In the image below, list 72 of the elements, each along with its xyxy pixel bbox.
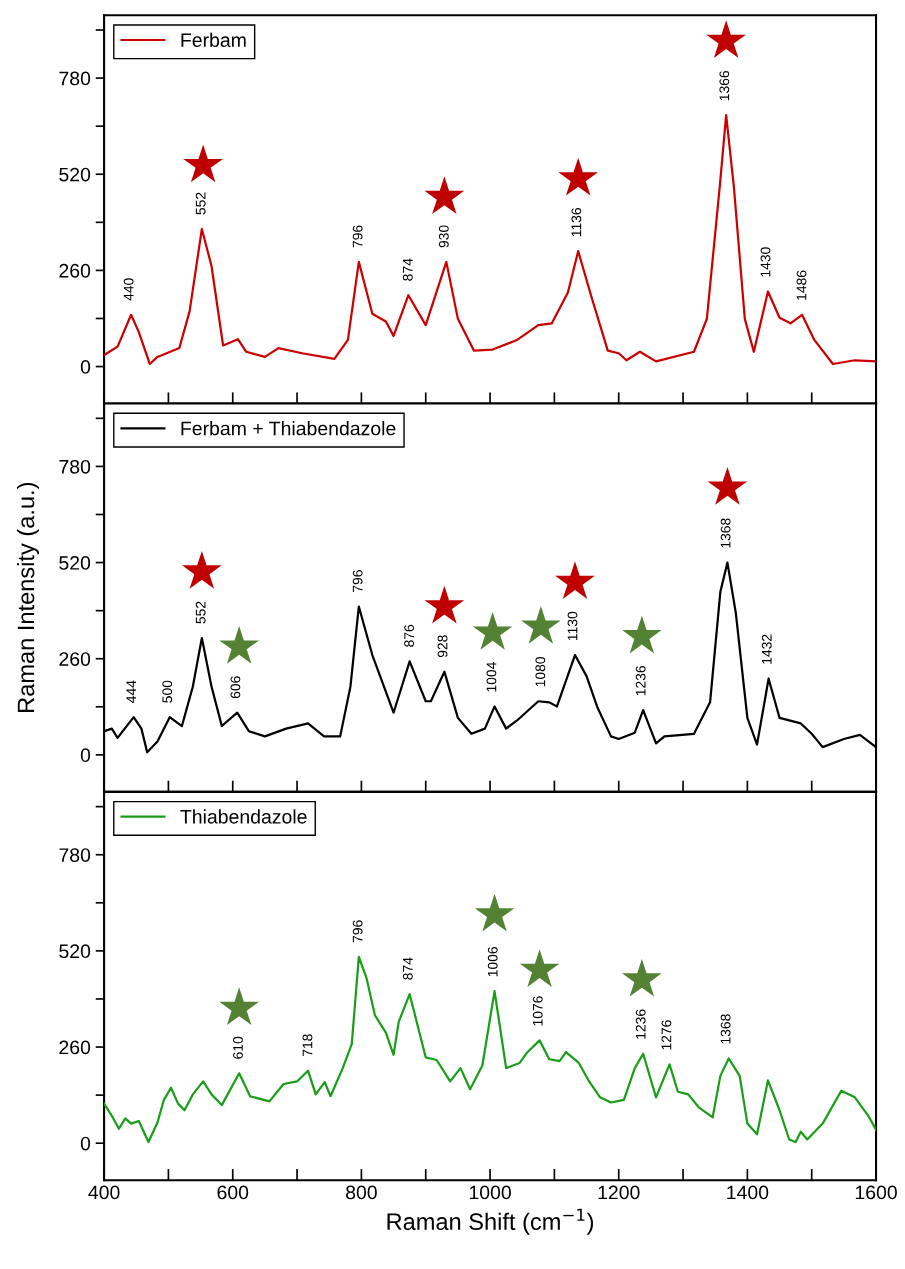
point: [519, 949, 560, 987]
y-tick-label: 0: [80, 1136, 91, 1151]
annotation: 1006: [487, 947, 498, 977]
point: [183, 144, 223, 183]
annotation: 1076: [532, 996, 543, 1026]
point: [219, 987, 259, 1026]
annotation: 930: [438, 225, 449, 248]
x-tick-label: 600: [217, 1185, 249, 1200]
x-tick-label: 1200: [598, 1185, 640, 1200]
annotation: 796: [352, 225, 363, 248]
x-tick-label: 1600: [855, 1185, 897, 1200]
x-axis-title: Raman Shift (cm$^{−1}$): [387, 1208, 594, 1235]
point: [622, 615, 662, 654]
annotation: 1368: [720, 1014, 731, 1044]
annotation: 552: [195, 601, 206, 624]
y-tick-label: 0: [80, 360, 91, 374]
y-tick-label: 260: [59, 263, 91, 278]
annotation: 552: [195, 192, 206, 215]
y-tick-label: 780: [59, 459, 91, 474]
annotation: 874: [402, 258, 413, 281]
y-tick-label: 520: [59, 556, 91, 570]
y-tick-label: 260: [59, 1040, 91, 1055]
line-series: [104, 113, 877, 366]
annotation: 1080: [535, 657, 546, 687]
y-axis-title: Raman Intensity (a.u.): [16, 483, 39, 712]
y-tick-label: 780: [59, 848, 91, 862]
annotation: 500: [162, 680, 173, 703]
point: [558, 157, 598, 196]
point: [182, 550, 222, 589]
annotation: 796: [352, 920, 363, 943]
annotation: 1486: [796, 270, 807, 300]
point: [706, 20, 746, 58]
annotation: 1236: [635, 1009, 646, 1039]
annotation: 876: [404, 624, 415, 647]
point: [474, 893, 515, 932]
annotation: 606: [230, 676, 241, 699]
x-tick-label: 800: [346, 1185, 377, 1200]
point: [521, 606, 561, 644]
annotation: 928: [437, 635, 448, 658]
point: [472, 612, 513, 650]
annotation: 610: [233, 1036, 243, 1059]
annotation: 874: [402, 957, 413, 980]
x-tick-label: 400: [88, 1185, 120, 1200]
point: [424, 585, 465, 624]
annotation: 1276: [661, 1020, 672, 1050]
point: [555, 561, 595, 600]
annotation: 444: [126, 680, 136, 703]
y-tick-label: 780: [59, 71, 91, 86]
annotation: 1432: [761, 634, 772, 664]
annotation: 718: [302, 1034, 313, 1057]
y-tick-label: 0: [80, 748, 91, 763]
x-tick-label: 1400: [727, 1185, 769, 1200]
annotation: 440: [123, 278, 134, 301]
annotation: 1368: [720, 518, 731, 548]
y-tick-label: 520: [59, 167, 91, 182]
annotation: 1430: [760, 247, 771, 277]
point: [424, 176, 465, 215]
legend-label: Ferbam + Thiabendazole: [181, 421, 396, 436]
annotation: 1366: [719, 70, 730, 101]
point: [622, 958, 662, 997]
point: [707, 467, 748, 505]
y-tick-label: 260: [59, 652, 91, 666]
x-tick-label: 1000: [469, 1185, 511, 1200]
annotation: 1130: [567, 611, 578, 641]
annotation: 1136: [571, 208, 582, 237]
legend-label: Ferbam: [181, 32, 246, 48]
point: [219, 626, 259, 664]
annotation: 796: [352, 570, 363, 592]
annotation: 1236: [635, 665, 646, 696]
annotation: 1004: [486, 662, 497, 692]
legend-label: Thiabendazole: [180, 809, 307, 824]
y-tick-label: 520: [59, 944, 91, 959]
